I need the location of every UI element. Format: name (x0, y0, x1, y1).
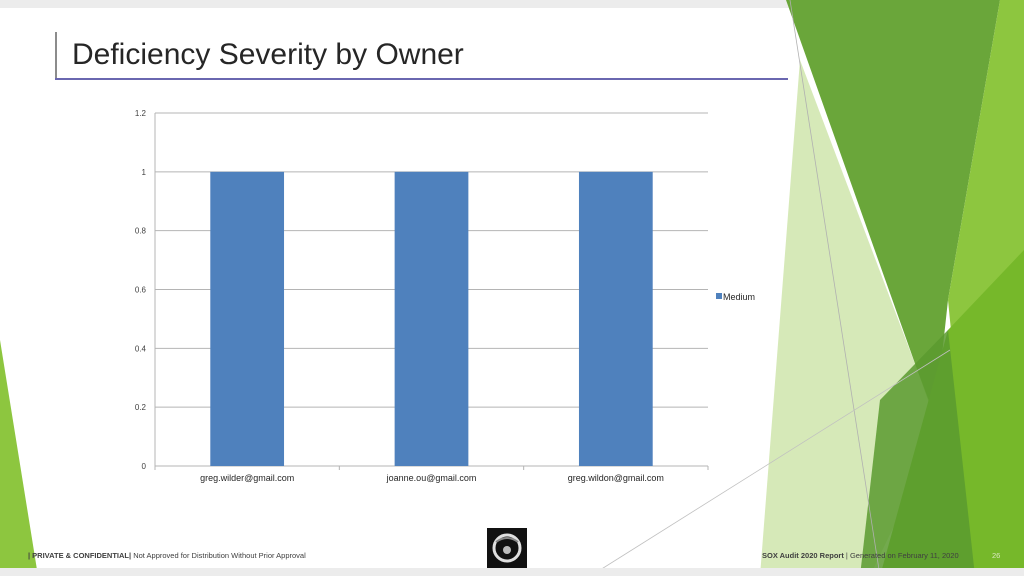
footer-right: SOX Audit 2020 Report | Generated on Feb… (762, 551, 959, 560)
x-category-label: greg.wildon@gmail.com (568, 473, 664, 483)
slide-top-border (0, 0, 1024, 8)
x-category-label: greg.wilder@gmail.com (200, 473, 294, 483)
bars (210, 171, 653, 467)
slide-bottom-border (0, 568, 1024, 576)
dark-green-facet (786, 0, 1000, 420)
facet-line (599, 349, 951, 571)
left-green-facet (0, 340, 38, 576)
y-tick-label: 0 (142, 462, 147, 471)
y-tick-label: 0.8 (135, 227, 147, 236)
distribution-note: Not Approved for Distribution Without Pr… (133, 551, 306, 560)
confidential-label: | PRIVATE & CONFIDENTIAL| (28, 551, 132, 560)
logo-swirl-icon (492, 533, 522, 563)
legend-label: Medium (723, 292, 755, 302)
page-number: 26 (992, 551, 1001, 560)
y-tick-label: 0.6 (135, 286, 147, 295)
generated-date: Generated on February 11, 2020 (849, 551, 959, 560)
company-logo (487, 528, 527, 568)
facet-line (789, 0, 881, 576)
y-tick-label: 1.2 (135, 109, 147, 118)
y-tick-label: 0.4 (135, 344, 147, 353)
lower-dark-facet (860, 330, 975, 576)
slide-title: Deficiency Severity by Owner (72, 38, 464, 71)
footer-separator: | (843, 551, 850, 560)
report-name: SOX Audit 2020 Report (762, 551, 844, 560)
y-axis-ticks: 0 0.2 0.4 0.6 0.8 1 1.2 (135, 109, 147, 471)
bar-0 (210, 171, 285, 467)
y-tick-label: 1 (142, 168, 147, 177)
bar-1 (394, 171, 469, 467)
footer-left: | PRIVATE & CONFIDENTIAL| Not Approved f… (28, 551, 306, 560)
legend: Medium (716, 292, 755, 302)
title-accent-bar (55, 32, 57, 78)
x-axis-labels: greg.wilder@gmail.com joanne.ou@gmail.com… (200, 473, 664, 483)
title-underline (55, 78, 788, 80)
legend-swatch (716, 293, 722, 299)
y-tick-label: 0.2 (135, 403, 147, 412)
bar-2 (578, 171, 653, 467)
x-category-label: joanne.ou@gmail.com (386, 473, 477, 483)
